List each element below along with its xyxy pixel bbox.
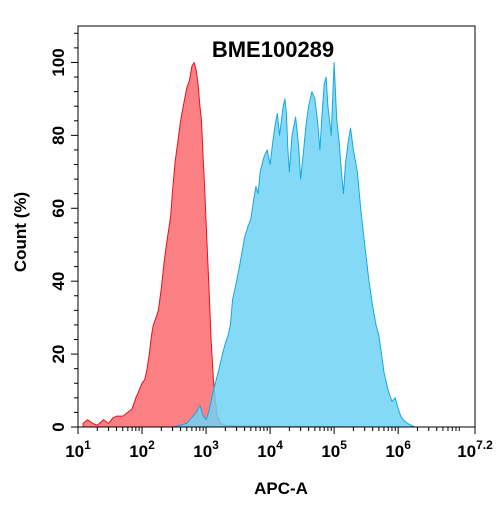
x-tick-label: 105: [321, 438, 347, 461]
plot-frame: [77, 25, 476, 428]
y-tick-label: 40: [49, 272, 68, 291]
histogram-series-2: [172, 62, 415, 428]
x-tick-label: 101: [65, 438, 91, 461]
y-tick-label: 100: [49, 48, 68, 76]
x-tick-label: 104: [257, 438, 283, 461]
axes: 0 20 40 60 80 100 101 102 103 104 105 106 107.2: [49, 25, 493, 461]
y-tick-label: 60: [49, 199, 68, 218]
x-tick-label: 102: [129, 438, 155, 461]
x-tick-label: 103: [193, 438, 219, 461]
x-axis-title: APC-A: [254, 479, 308, 498]
chart-title: BME100289: [212, 37, 334, 62]
histogram-series-1: [82, 62, 380, 428]
plot-area: [82, 62, 415, 428]
y-axis-title: Count (%): [11, 192, 30, 272]
x-tick-label: 107.2: [457, 438, 493, 461]
y-tick-label: 0: [49, 422, 68, 431]
y-tick-label: 20: [49, 345, 68, 364]
x-tick-label: 106: [385, 438, 411, 461]
y-tick-label: 80: [49, 126, 68, 145]
